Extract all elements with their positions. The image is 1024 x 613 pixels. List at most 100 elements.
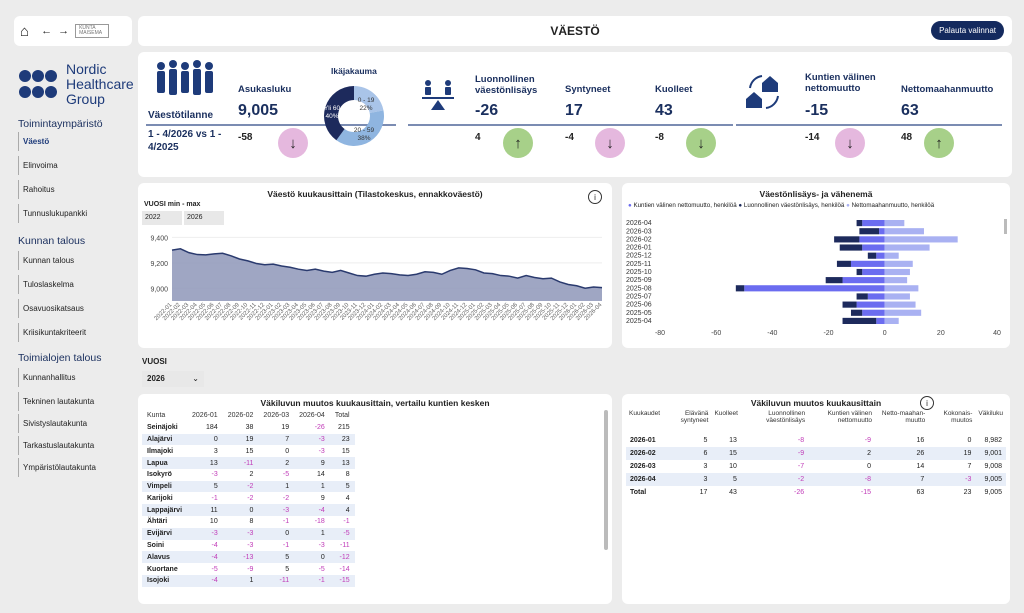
sidebar-item-kunnanhallitus[interactable]: Kunnanhallitus <box>18 368 128 387</box>
table-cell: -5 <box>318 565 325 573</box>
table-cell: -4 <box>318 506 325 514</box>
column-header[interactable]: 2026-04 <box>299 412 325 420</box>
column-header[interactable]: 2026-03 <box>263 412 290 420</box>
arrow-up-icon: ↑ <box>924 128 954 158</box>
table-row[interactable]: Evijärvi -3 -3 0 1 -5 <box>142 527 355 540</box>
column-header[interactable]: Netto-maahan-muutto <box>881 409 926 424</box>
back-icon[interactable]: ← <box>41 25 53 37</box>
table-row[interactable]: Karijoki -1 -2 -2 9 4 <box>142 492 355 505</box>
table-cell: 4 <box>345 494 350 502</box>
table-cell: -1 <box>318 577 325 585</box>
bar-segment <box>836 260 851 267</box>
table-row[interactable]: Alajärvi 0 19 7 -3 23 <box>142 433 355 446</box>
netto-change: 48 <box>901 132 913 143</box>
table-cell: Alajärvi <box>147 435 173 443</box>
asukasluku-label: Asukasluku <box>238 84 292 95</box>
x-tick-label: 0 <box>883 330 887 337</box>
bar-segment <box>842 317 877 324</box>
column-header[interactable]: Total <box>334 412 350 420</box>
kuntien-change: -14 <box>805 132 820 143</box>
population-area <box>172 248 602 301</box>
luonnollinen-value: -26 <box>475 102 499 119</box>
sidebar-item-osavuosikatsaus[interactable]: Osavuosikatsaus <box>18 299 128 318</box>
sidebar-item-elinvoima[interactable]: Elinvoima <box>18 156 128 175</box>
table-cell: 13 <box>209 459 218 467</box>
reset-filters-button[interactable]: Palauta valinnat <box>931 21 1004 40</box>
arrow-up-icon: ↑ <box>503 128 533 158</box>
bar-segment <box>884 277 908 284</box>
kuolleet-label: Kuolleet <box>655 84 693 95</box>
table-cell: Lappajärvi <box>147 506 183 514</box>
table-row[interactable]: Ähtäri 10 8 -1 -18 -1 <box>142 516 355 528</box>
table-row[interactable]: Seinäjoki 184 38 19 -26 215 <box>142 421 355 434</box>
column-header[interactable]: Kuntien välinen nettomuutto <box>827 409 873 424</box>
column-header[interactable]: 2026-01 <box>192 412 218 420</box>
year-select[interactable]: 2026 ⌄ <box>142 371 204 387</box>
table-row[interactable]: Vimpeli 5 -2 1 1 5 <box>142 480 355 493</box>
table-cell: -9 <box>864 436 872 444</box>
x-tick-label: -80 <box>655 330 665 337</box>
table-row[interactable]: Isokyrö -3 2 -5 14 8 <box>142 468 355 481</box>
arrow-down-icon: ↓ <box>686 128 716 158</box>
table-row[interactable]: Ilmajoki 3 15 0 -3 15 <box>142 445 355 458</box>
sidebar-item-tekninen-lautakunta[interactable]: Tekninen lautakunta <box>18 392 128 411</box>
column-header[interactable]: Väkiluku <box>978 409 1003 417</box>
sidebar-item-sivistyslautakunta[interactable]: Sivistyslautakunta <box>18 414 128 433</box>
info-icon[interactable]: i <box>920 396 934 410</box>
sidebar-item-kunnan-talous[interactable]: Kunnan talous <box>18 251 128 270</box>
table-cell: -3 <box>247 541 254 549</box>
bar-segment <box>884 236 958 243</box>
column-header[interactable]: Kuolleet <box>714 409 738 417</box>
sidebar-item-vaesto[interactable]: Väestö <box>18 132 128 151</box>
table-cell: 19 <box>281 424 290 432</box>
info-icon[interactable]: i <box>588 190 602 204</box>
column-header[interactable]: Elävänä syntyneet <box>680 409 709 424</box>
table-row[interactable]: Lappajärvi 11 0 -3 -4 4 <box>142 504 355 517</box>
sidebar-item-tuloslaskelma[interactable]: Tuloslaskelma <box>18 275 128 294</box>
table-row[interactable]: Soini -4 -3 -1 -3 -11 <box>142 539 355 552</box>
table-cell: 63 <box>916 488 925 496</box>
table-cell: 19 <box>963 449 972 457</box>
vaestotilanne-label: Väestötilanne <box>148 110 214 121</box>
table-cell: -3 <box>318 541 325 549</box>
sidebar-item-kriisikuntakriteerit[interactable]: Kriisikuntakriteerit <box>18 323 128 342</box>
column-header[interactable]: Kunta <box>147 412 166 420</box>
table-row[interactable]: Alavus -4 -13 5 0 -12 <box>142 551 355 564</box>
table-row[interactable]: Lapua 13 -11 2 9 13 <box>142 457 355 469</box>
bar-segment <box>862 268 885 276</box>
table-cell: Isojoki <box>147 577 170 585</box>
age-pct: 38% <box>357 135 370 142</box>
table-row[interactable]: Isojoki -4 1 -11 -1 -15 <box>142 574 355 587</box>
sidebar-item-ymparistolautakunta[interactable]: Ympäristölautakunta <box>18 458 128 477</box>
table-cell: 2026-04 <box>630 475 656 483</box>
sidebar-item-tarkastuslautakunta[interactable]: Tarkastuslautakunta <box>18 436 128 455</box>
sidebar-item-tunnuslukupankki[interactable]: Tunnuslukupankki <box>18 204 128 223</box>
table-row[interactable]: 2026-01 5 13 -8 -9 16 0 8,982 <box>626 433 1006 447</box>
kuntien-value: -15 <box>805 102 829 119</box>
table-row[interactable]: 2026-04 3 5 -2 -8 7 -3 9,005 <box>626 472 1006 486</box>
year-max-input[interactable]: 2026 <box>184 211 224 225</box>
table-cell: -11 <box>340 541 350 549</box>
table-cell: 8 <box>249 518 254 526</box>
table-row[interactable]: Kuortane -5 -9 5 -5 -14 <box>142 563 355 575</box>
sidebar-item-rahoitus[interactable]: Rahoitus <box>18 180 128 199</box>
year-min-input[interactable]: 2022 <box>142 211 182 225</box>
column-header[interactable]: 2026-02 <box>227 412 254 420</box>
column-header[interactable]: Luonnollinen väestönlisäys <box>766 409 806 424</box>
x-tick-label: 40 <box>993 330 1001 337</box>
bar-segment <box>850 309 863 316</box>
table-cell: 38 <box>245 424 254 432</box>
table-cell: 2 <box>249 471 254 479</box>
column-header[interactable]: Kokonais-muutos <box>943 409 973 424</box>
home-icon[interactable]: ⌂ <box>20 22 30 40</box>
forward-icon[interactable]: → <box>58 25 70 37</box>
scrollbar[interactable] <box>604 410 608 550</box>
table-row[interactable]: 2026-02 6 15 -9 2 26 19 9,001 <box>626 446 1006 460</box>
table-cell: 0 <box>285 530 290 538</box>
table-cell: 19 <box>245 435 254 443</box>
kuntien-label: Kuntien välinen nettomuutto <box>805 72 876 94</box>
column-header[interactable]: Kuukaudet <box>629 409 661 417</box>
table-cell: 5 <box>703 436 708 444</box>
table-row[interactable]: 2026-03 3 10 -7 0 14 7 9,008 <box>626 459 1006 473</box>
kuntamaisema-logo: KUNTA MAISEMA <box>75 24 110 38</box>
